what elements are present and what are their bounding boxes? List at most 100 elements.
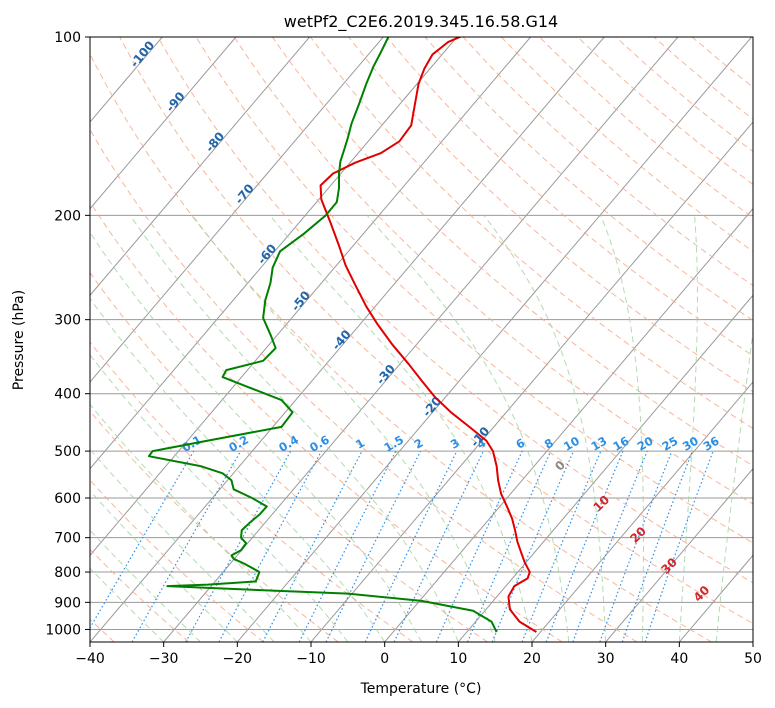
x-tick-label: 10 [449,651,467,667]
moist-adiabat-line [269,215,533,642]
dry-adiabat-line [233,37,753,505]
moist-adiabat-label: 10 [591,493,613,515]
isotherm-line [90,37,458,470]
isotherm-line [90,37,237,210]
isotherm-line [90,37,384,383]
moist-adiabat-line [90,529,201,642]
moist-adiabat-line [90,448,275,642]
isotherm-line [163,37,679,642]
mixing-ratio-line [131,450,242,642]
dry-adiabat-line [90,341,414,642]
moist-adiabat-line [90,354,349,642]
mixing-ratio-label: 13 [588,434,609,454]
dry-adiabat-line [90,52,712,642]
x-tick-label: 50 [744,651,762,667]
mixing-ratio-label: 16 [611,434,632,454]
dry-adiabat-label: -50 [288,288,313,314]
dry-adiabat-label: -30 [373,362,398,388]
mixing-ratio-line [185,450,292,642]
y-tick-label: 100 [54,30,81,46]
y-tick-label: 300 [54,313,81,329]
isotherm-line [310,121,753,642]
moist-adiabat-line [90,297,386,642]
y-tick-label: 500 [54,444,81,460]
x-axis: −40 −30 −20 −10 0 10 20 30 40 50 [75,642,762,667]
series-layer [147,37,537,633]
mixing-ratio-line [393,450,484,642]
mixing-ratio-label: 10 [561,434,582,454]
moist-adiabat-line [90,490,238,642]
dry-adiabat-line [691,37,753,88]
moist-adiabat-line [483,215,607,642]
reference-lines [90,37,753,642]
mixing-ratio-line [298,450,397,642]
moist-adiabat-line [678,215,698,642]
y-tick-label: 800 [54,565,81,581]
chart-title: wetPf2_C2E6.2019.345.16.58.G14 [284,12,558,32]
moist-adiabat-label: 20 [627,524,649,546]
y-tick-label: 200 [54,208,81,224]
mixing-ratio-line [90,450,195,630]
moist-adiabat-line [366,215,570,642]
dry-adiabat-line [271,37,753,467]
mixing-ratio-line [325,450,422,642]
dry-adiabat-line [195,37,753,544]
isotherm-line [678,554,753,642]
dry-adiabat-label: -80 [203,129,228,155]
mixing-ratio-label: 20 [635,434,656,454]
dry-adiabat-line [90,201,563,642]
moist-adiabat-line [600,215,644,642]
y-tick-label: 900 [54,595,81,611]
x-tick-label: 40 [670,651,688,667]
mixing-ratio-label: 30 [680,434,701,454]
dry-adiabat-label: -90 [163,89,188,115]
mixing-ratio-line [262,450,363,642]
dry-adiabat-line [462,37,753,287]
mixing-ratio-line [466,450,552,642]
x-axis-title: Temperature (°C) [360,681,482,697]
mixing-ratio-line [621,450,693,642]
dry-adiabat-line [90,410,339,642]
y-tick-label: 700 [54,531,81,547]
moist-adiabat-line [752,637,753,642]
dry-adiabat-line [90,548,190,642]
moist-adiabat-line [90,403,312,642]
x-tick-label: −40 [75,651,105,667]
dewpoint-profile-line [147,37,498,633]
mixing-ratio-line [545,450,624,642]
x-tick-label: 20 [523,651,541,667]
x-tick-label: −20 [223,651,253,667]
dry-adiabat-line [348,37,753,393]
mixing-ratio-label: 3 [448,436,462,452]
isotherm-line [90,37,310,297]
dry-adiabat-line [539,37,753,219]
y-axis: 100 200 300 400 500 600 700 800 900 1000 [45,30,90,638]
moist-adiabat-line [90,567,165,642]
mixing-ratio-line [491,450,575,642]
x-tick-label: 0 [380,651,389,667]
mixing-ratio-line [599,450,673,642]
mixing-ratio-label: 36 [701,434,722,454]
y-tick-label: 1000 [45,622,81,638]
dry-adiabat-line [386,37,753,357]
dry-adiabat-label: -70 [232,181,257,207]
y-axis-title: Pressure (hPa) [11,290,27,390]
moist-adiabat-line [715,327,753,642]
dry-adiabat-line [90,128,638,642]
x-tick-label: −10 [296,651,326,667]
mixing-ratio-line [521,450,602,642]
temperature-profile-line [319,37,537,633]
y-tick-label: 400 [54,387,81,403]
isotherm-line [90,37,531,557]
moist-adiabat-line [90,231,422,642]
isotherm-line [384,207,753,642]
dry-adiabat-line [310,37,753,430]
mixing-ratio-line [218,450,322,642]
isotherm-line [752,641,753,642]
moist-adiabat-label: 40 [691,583,713,605]
plot-frame [89,36,754,643]
isotherm-line [236,37,752,642]
isotherm-line [457,294,753,642]
isotherm-line [531,381,753,642]
